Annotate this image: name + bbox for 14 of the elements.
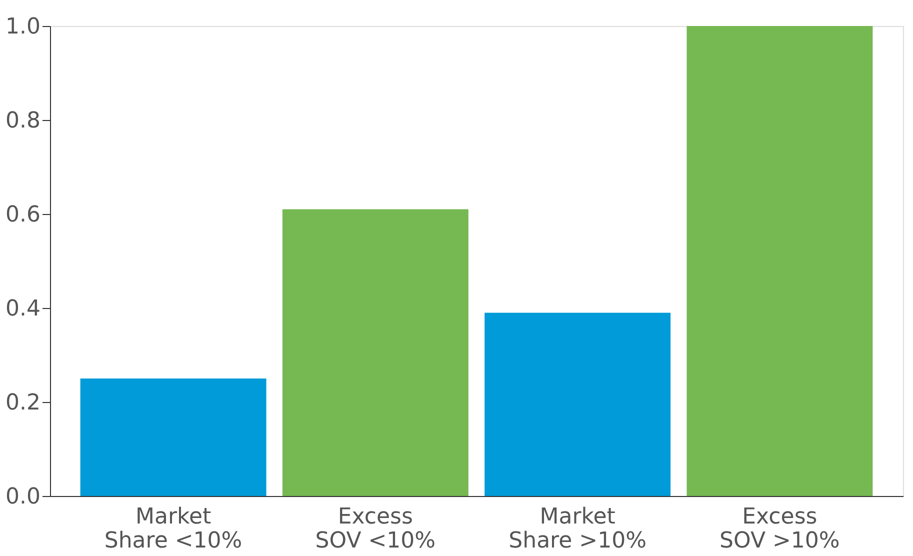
y-tick-label: 0.8 [6, 108, 40, 134]
bar [282, 209, 468, 496]
y-tick-label: 0.2 [6, 390, 40, 416]
x-tick-label: Market Share >10% [508, 504, 646, 554]
y-tick-label: 0.4 [6, 296, 40, 322]
bar [484, 312, 671, 496]
bar [80, 378, 266, 496]
y-tick-label: 0.0 [6, 484, 40, 510]
x-tick-label: Excess SOV <10% [315, 504, 436, 554]
y-tick-label: 0.6 [6, 202, 40, 228]
x-tick-label: Excess SOV >10% [720, 504, 840, 554]
x-tick-label: Market Share <10% [104, 504, 242, 554]
y-tick-label: 1.0 [6, 14, 40, 40]
bar [686, 26, 873, 496]
